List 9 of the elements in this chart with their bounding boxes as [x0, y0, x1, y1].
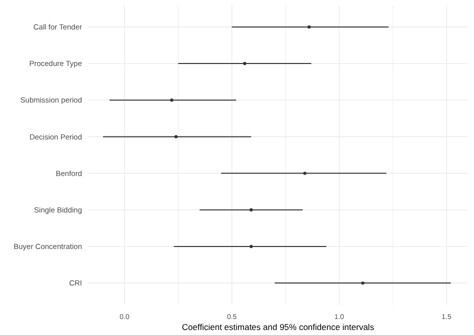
point	[303, 172, 306, 175]
point	[250, 244, 253, 248]
point	[170, 98, 174, 102]
point	[174, 135, 178, 138]
x-axis-title: Coefficient estimates and 95% confidence intervals	[182, 322, 374, 332]
point	[308, 25, 311, 29]
point	[243, 62, 246, 66]
point	[250, 208, 253, 212]
point	[361, 281, 364, 285]
